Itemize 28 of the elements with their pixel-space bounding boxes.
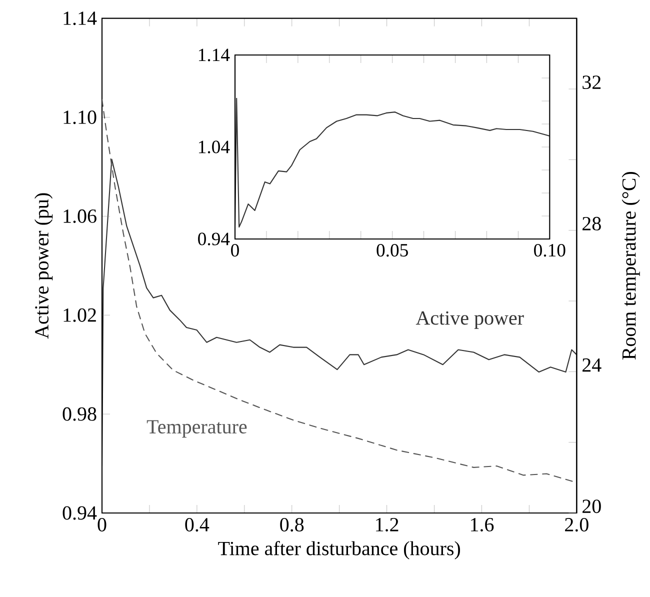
- y-axis-title: Active power (pu): [34, 193, 53, 339]
- y-tick-label: 0.98: [62, 407, 96, 421]
- x-tick-label: 0: [231, 244, 239, 257]
- y2-tick-label: 20: [582, 500, 601, 514]
- x-tick-label: 0: [98, 518, 106, 532]
- x-tick-label: 0.4: [185, 518, 210, 532]
- y-tick-label: 1.04: [198, 140, 230, 154]
- series-label: Active power: [416, 311, 524, 329]
- x-tick-label: 2.0: [565, 518, 588, 532]
- y-tick-label: 1.10: [64, 110, 96, 124]
- y-tick-label: 1.14: [64, 12, 97, 26]
- x-tick-label: 0.8: [280, 518, 304, 532]
- x-tick-label: 1.2: [376, 518, 398, 532]
- x-tick-label: 1.6: [470, 518, 494, 532]
- y2-axis-title: Room temperature (°C): [622, 172, 640, 360]
- y-tick-label: 0.94: [62, 506, 97, 520]
- y-tick-label: 1.14: [198, 48, 230, 62]
- y2-tick-label: 32: [582, 76, 601, 90]
- x-tick-label: 0.05: [376, 244, 408, 257]
- series-label: Temperature: [146, 420, 247, 438]
- line-series: [235, 98, 550, 228]
- y-tick-label: 0.94: [198, 232, 230, 246]
- y2-tick-label: 24: [582, 358, 602, 372]
- x-tick-label: 0.10: [534, 244, 566, 257]
- x-axis-title: Time after disturbance (hours): [218, 540, 460, 560]
- y-tick-label: 1.02: [64, 308, 96, 322]
- y2-tick-label: 28: [582, 216, 601, 230]
- y-tick-label: 1.06: [64, 209, 96, 223]
